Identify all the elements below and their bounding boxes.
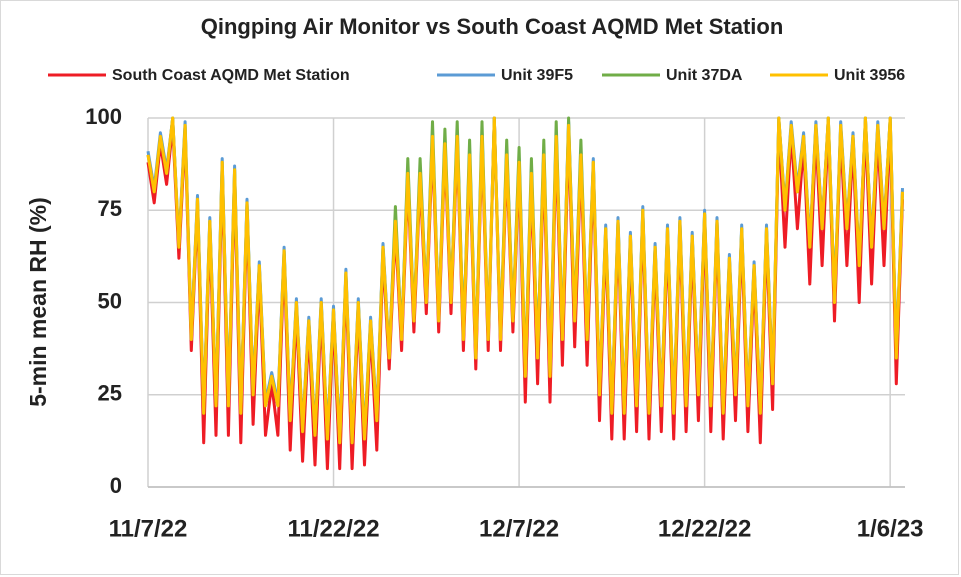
legend-label: Unit 37DA	[666, 67, 743, 84]
x-tick-label: 11/22/22	[287, 515, 379, 542]
y-tick-label: 100	[85, 104, 122, 129]
series-line	[146, 116, 904, 445]
x-tick-label: 12/22/22	[658, 515, 751, 542]
y-axis-label: 5-min mean RH (%)	[25, 197, 51, 407]
legend-label: Unit 3956	[834, 67, 905, 84]
x-tick-label: 1/6/23	[857, 515, 924, 542]
x-tick-label: 12/7/22	[479, 515, 559, 542]
chart-title: Qingping Air Monitor vs South Coast AQMD…	[201, 14, 784, 39]
legend-label: Unit 39F5	[501, 67, 573, 84]
y-tick-label: 50	[98, 288, 122, 313]
y-tick-label: 0	[110, 473, 122, 498]
x-tick-label: 11/7/22	[109, 515, 188, 542]
y-tick-label: 75	[98, 196, 122, 221]
y-tick-label: 25	[98, 381, 122, 406]
legend-label: South Coast AQMD Met Station	[112, 67, 350, 84]
